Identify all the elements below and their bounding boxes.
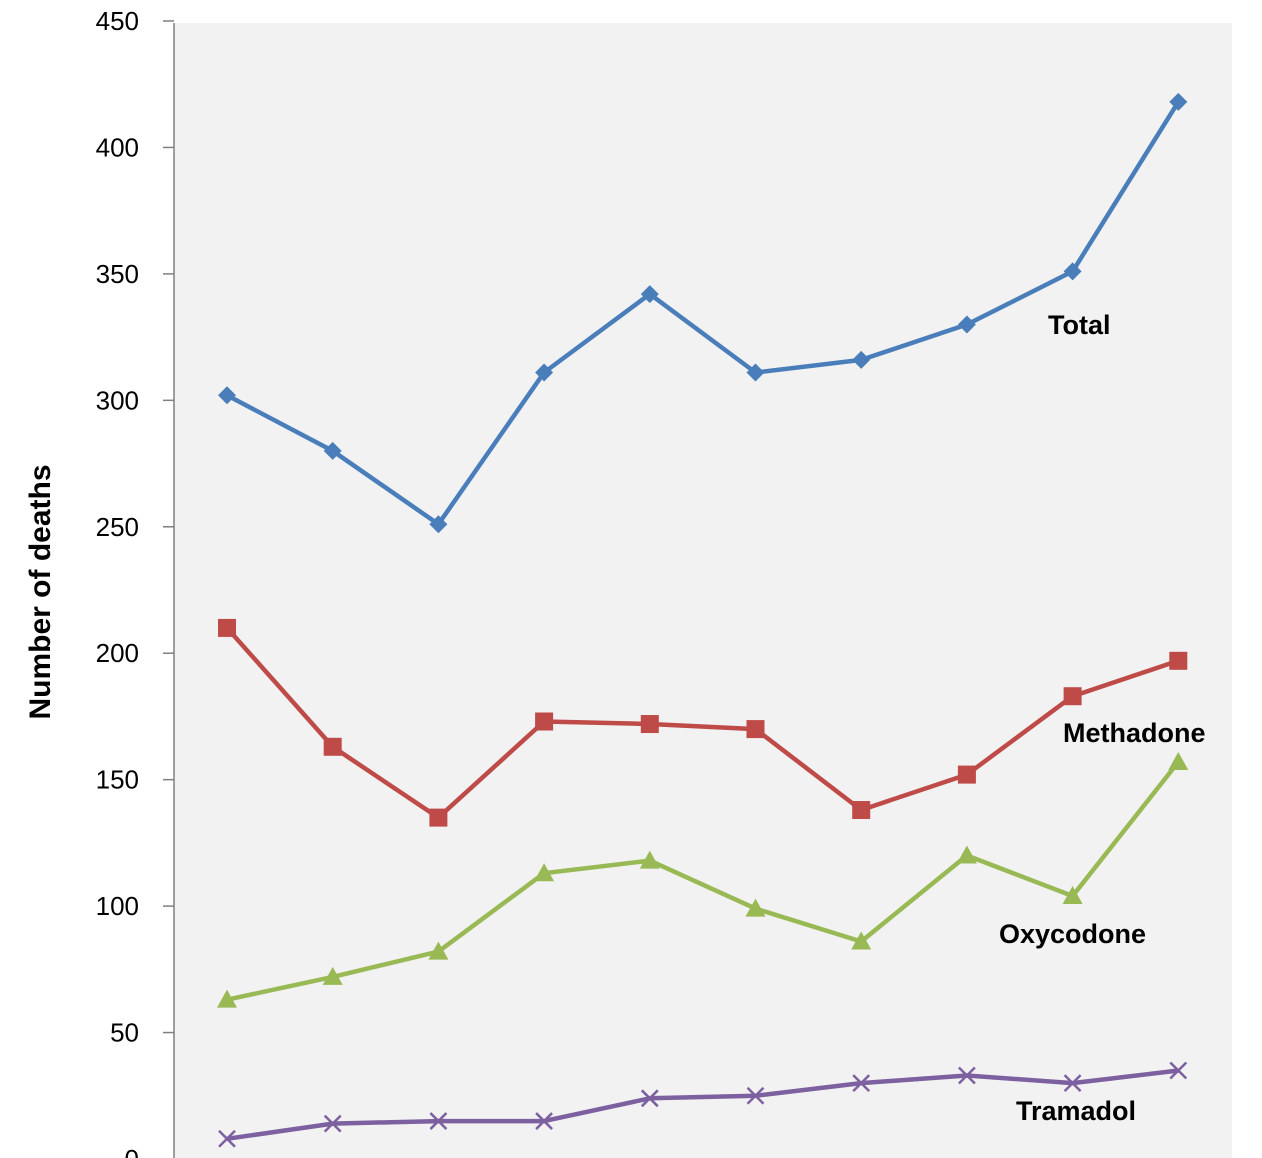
data-point-total — [218, 386, 236, 405]
data-point-methadone — [323, 737, 342, 756]
data-point-oxycodone — [217, 989, 237, 1008]
plot-area — [174, 23, 1232, 1158]
data-point-oxycodone — [745, 898, 766, 917]
data-point-tramadol — [640, 1089, 659, 1108]
y-tick-label: 100 — [96, 891, 139, 921]
data-point-total — [1063, 262, 1082, 281]
series-line-total — [225, 100, 1181, 527]
data-point-tramadol — [218, 1129, 236, 1148]
data-point-tramadol — [1063, 1074, 1082, 1093]
y-tick-label: 50 — [110, 1018, 139, 1048]
series-label-methadone: Methadone — [1063, 718, 1206, 748]
data-point-total — [746, 363, 765, 382]
data-point-total — [1169, 92, 1188, 111]
y-axis-ticks: 0 50 100 150 200 250 300 350 400 450 — [96, 6, 174, 1158]
data-point-oxycodone — [428, 941, 449, 960]
data-point-tramadol — [746, 1086, 765, 1105]
data-point-tramadol — [429, 1112, 448, 1130]
data-point-total — [957, 315, 976, 334]
data-point-total — [640, 285, 659, 304]
y-tick-label: 200 — [96, 638, 139, 668]
data-point-total — [323, 441, 342, 460]
data-point-methadone — [1063, 687, 1082, 706]
y-tick-label: 0 — [125, 1144, 139, 1158]
data-point-methadone — [1169, 651, 1188, 670]
data-point-tramadol — [1169, 1061, 1188, 1080]
data-point-methadone — [218, 618, 236, 637]
data-point-tramadol — [323, 1114, 342, 1133]
series-label-oxycodone: Oxycodone — [999, 919, 1146, 949]
data-point-oxycodone — [534, 863, 555, 882]
series-label-tramadol: Tramadol — [1016, 1096, 1136, 1126]
y-tick-label: 300 — [96, 385, 139, 415]
data-point-oxycodone — [1062, 885, 1083, 904]
series-line-methadone — [225, 626, 1180, 820]
data-point-tramadol — [958, 1066, 976, 1085]
series-line-tramadol — [226, 1068, 1179, 1142]
y-tick-label: 150 — [96, 765, 139, 795]
series-line-oxycodone — [226, 760, 1181, 1002]
data-point-methadone — [852, 801, 871, 820]
data-point-total — [535, 363, 554, 382]
data-point-methadone — [429, 808, 448, 827]
y-tick-label: 250 — [96, 512, 139, 542]
data-point-methadone — [746, 720, 765, 739]
y-tick-label: 350 — [96, 259, 139, 289]
data-point-methadone — [640, 715, 659, 734]
data-point-tramadol — [852, 1074, 871, 1093]
series-layer — [217, 92, 1189, 1148]
y-tick-label: 450 — [96, 6, 139, 36]
data-point-total — [429, 515, 448, 534]
data-point-oxycodone — [851, 931, 872, 950]
series-label-total: Total — [1048, 310, 1111, 340]
data-point-oxycodone — [956, 845, 977, 864]
data-point-oxycodone — [639, 850, 660, 869]
data-point-tramadol — [535, 1112, 553, 1130]
y-tick-label: 400 — [96, 132, 139, 162]
y-axis-title: Number of deaths — [24, 464, 57, 719]
data-point-total — [852, 350, 871, 369]
data-point-methadone — [957, 765, 976, 784]
data-point-methadone — [535, 712, 554, 731]
data-point-oxycodone — [322, 966, 343, 985]
data-point-oxycodone — [1168, 751, 1189, 770]
